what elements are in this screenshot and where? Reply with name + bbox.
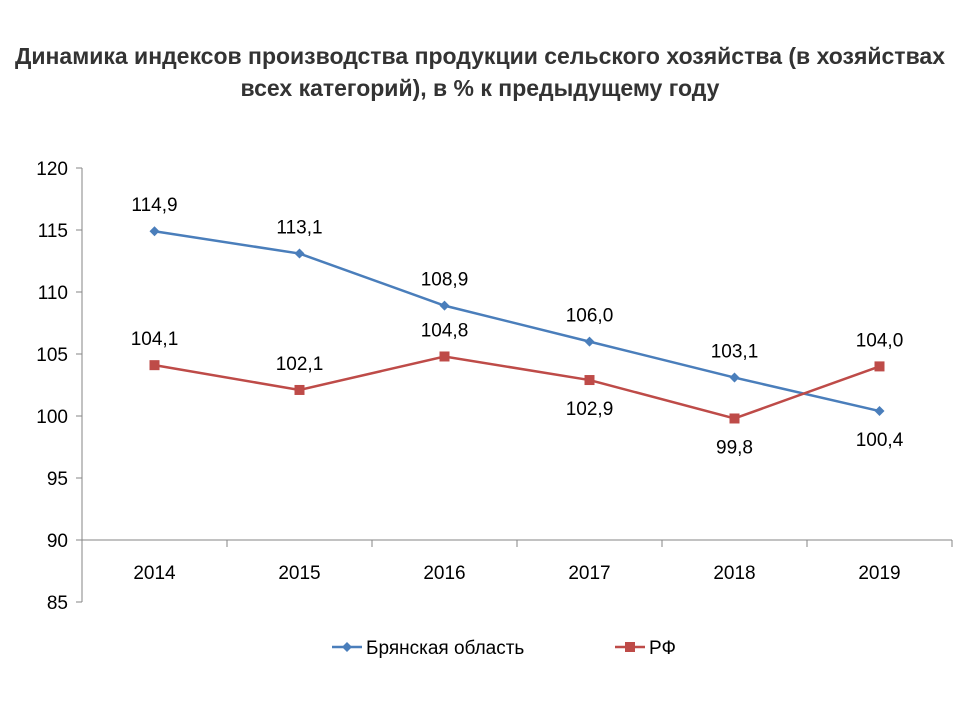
data-label: 114,9	[131, 195, 177, 216]
data-label: 103,1	[711, 342, 759, 363]
data-label: 104,8	[421, 320, 469, 341]
data-point	[584, 336, 595, 347]
y-tick-label: 120	[36, 159, 68, 180]
series-line	[154, 230, 880, 413]
y-tick-label: 105	[36, 345, 68, 366]
data-point	[439, 300, 450, 311]
data-label: 100,4	[856, 430, 904, 451]
x-tick-label: 2019	[858, 563, 900, 584]
x-tick-label: 2014	[133, 563, 176, 584]
data-point	[729, 413, 740, 424]
data-point	[439, 351, 450, 362]
x-tick-label: 2017	[568, 563, 610, 584]
legend-label: Брянская область	[366, 638, 524, 659]
legend-label: РФ	[649, 638, 676, 659]
data-label: 104,1	[131, 329, 179, 350]
x-tick-label: 2018	[713, 563, 755, 584]
data-label: 99,8	[716, 437, 753, 458]
series-line	[154, 355, 880, 420]
data-label: 104,0	[856, 330, 904, 351]
data-label: 108,9	[421, 270, 469, 291]
y-tick-label: 100	[36, 407, 68, 428]
data-point	[149, 360, 160, 371]
y-tick-label: 85	[47, 593, 68, 614]
data-point	[874, 406, 885, 417]
data-point	[149, 226, 160, 237]
data-point	[584, 375, 595, 386]
y-tick-label: 110	[38, 283, 68, 304]
data-label: 106,0	[566, 306, 614, 327]
x-tick-label: 2015	[278, 563, 320, 584]
data-point	[874, 361, 885, 372]
legend-marker	[625, 642, 635, 652]
y-tick-label: 115	[38, 221, 68, 242]
chart-title: Динамика индексов производства продукции…	[15, 43, 945, 101]
data-label: 102,1	[276, 354, 324, 375]
data-point	[294, 384, 305, 395]
y-tick-label: 95	[47, 469, 68, 490]
data-point	[294, 248, 305, 259]
legend-marker	[342, 642, 352, 652]
data-label: 113,1	[276, 218, 322, 239]
data-label: 102,9	[566, 399, 614, 420]
data-point	[729, 372, 740, 383]
x-tick-label: 2016	[423, 563, 465, 584]
y-tick-label: 90	[47, 531, 68, 552]
